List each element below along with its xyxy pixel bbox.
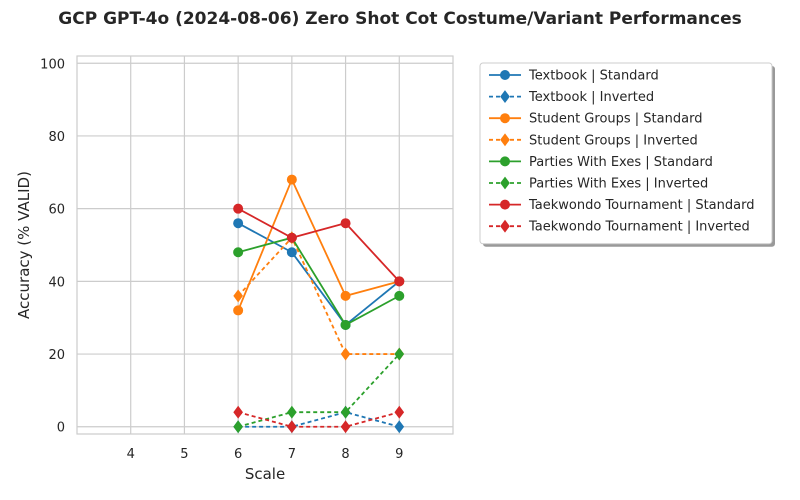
x-tick-label: 4: [127, 447, 135, 462]
legend-label: Taekwondo Tournament | Inverted: [528, 220, 750, 235]
chart-title: GCP GPT-4o (2024-08-06) Zero Shot Cot Co…: [58, 9, 741, 29]
series-line: [237, 236, 400, 355]
legend: Textbook | Standard Textbook | Inverted St…: [479, 62, 775, 247]
y-tick-label: 80: [48, 130, 65, 145]
y-tick-label: 40: [48, 275, 65, 290]
legend-label: Student Groups | Standard: [529, 112, 702, 127]
legend-label: Parties With Exes | Standard: [529, 155, 713, 170]
data-point: [233, 203, 244, 214]
series-line: [237, 353, 400, 428]
data-point: [286, 174, 297, 185]
y-tick-label: 20: [48, 348, 65, 363]
series-7: [233, 203, 405, 287]
data-point: [286, 232, 297, 243]
data-point: [394, 420, 405, 434]
legend-label: Parties With Exes | Inverted: [529, 177, 708, 192]
y-tick-label: 0: [57, 421, 65, 436]
x-tick-label: 6: [234, 447, 242, 462]
legend-marker: [500, 176, 510, 190]
data-point: [233, 305, 244, 316]
legend-marker: [500, 70, 510, 80]
data-point: [340, 290, 351, 301]
legend-item: Student Groups | Standard: [489, 112, 702, 127]
legend-box: [479, 62, 773, 245]
data-point: [287, 420, 297, 434]
grid: [77, 56, 453, 434]
legend-item: Student Groups | Inverted: [489, 133, 698, 148]
x-tick-label: 9: [395, 447, 403, 462]
data-point: [394, 405, 405, 419]
legend-item: Textbook | Standard: [489, 69, 659, 84]
data-point: [286, 247, 297, 258]
data-point: [233, 289, 243, 303]
data-point: [233, 405, 243, 419]
x-tick-label: 7: [288, 447, 296, 462]
x-tick-label: 8: [341, 447, 349, 462]
legend-marker: [500, 199, 510, 210]
legend-item: Taekwondo Tournament | Inverted: [489, 220, 750, 235]
legend-marker: [500, 113, 510, 124]
legend-item: Parties With Exes | Standard: [489, 155, 713, 170]
data-point: [340, 347, 351, 361]
legend-item: Textbook | Inverted: [489, 90, 654, 105]
data-point: [340, 218, 351, 229]
data-point: [287, 405, 297, 419]
y-axis-label: Accuracy (% VALID): [15, 171, 33, 319]
legend-label: Student Groups | Inverted: [529, 133, 698, 148]
series-line: [237, 207, 400, 282]
x-axis-ticks: 4 5 6 7 8 9: [127, 447, 404, 462]
legend-marker: [500, 219, 510, 233]
x-axis-label: Scale: [245, 465, 285, 483]
data-point: [233, 247, 244, 258]
series-line: [237, 222, 400, 327]
series-line: [237, 236, 400, 327]
data-point: [394, 290, 405, 301]
y-tick-label: 100: [40, 57, 65, 72]
data-point: [233, 218, 244, 229]
legend-label: Textbook | Inverted: [528, 90, 654, 105]
series-8: [233, 405, 405, 434]
y-axis-ticks: 0 20 40 60 80 100: [40, 57, 65, 435]
legend-marker: [500, 133, 510, 147]
data-point: [394, 347, 405, 361]
legend-label: Taekwondo Tournament | Standard: [528, 198, 754, 213]
series-6: [233, 347, 405, 434]
data-point: [340, 319, 351, 330]
legend-label: Textbook | Standard: [528, 69, 659, 84]
data-point: [233, 420, 243, 434]
legend-marker: [500, 156, 510, 167]
legend-item: Parties With Exes | Inverted: [489, 177, 708, 192]
data-point: [340, 405, 351, 419]
series-layer: [233, 174, 405, 434]
legend-item: Taekwondo Tournament | Standard: [489, 198, 754, 213]
legend-marker: [500, 90, 510, 104]
data-point: [394, 276, 405, 287]
y-tick-label: 60: [48, 203, 65, 218]
data-point: [340, 420, 351, 434]
x-tick-label: 5: [180, 447, 188, 462]
